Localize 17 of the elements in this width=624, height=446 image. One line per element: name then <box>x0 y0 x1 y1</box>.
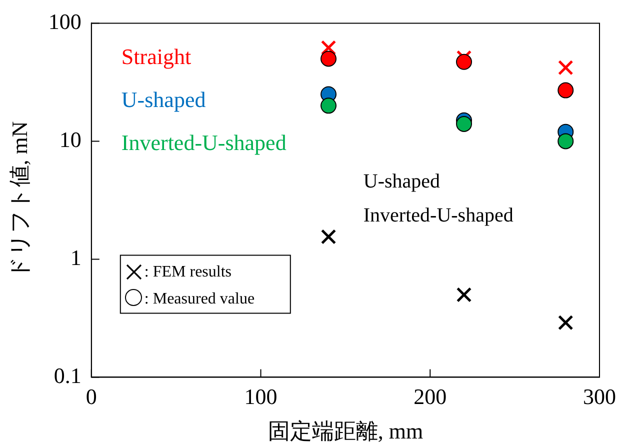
annotation: U-shaped <box>363 170 440 192</box>
y-tick-label: 100 <box>48 8 82 34</box>
text: U-shaped <box>121 86 206 112</box>
annotation: : FEM results <box>144 263 232 280</box>
x-tick-label: 100 <box>244 384 278 410</box>
y-tick-label: 10 <box>59 126 82 152</box>
text: Straight <box>121 44 192 69</box>
x-tick-label: 300 <box>583 384 616 410</box>
y-axis-title: ドリフト値, mN <box>6 121 32 280</box>
y-tick-label: 1 <box>70 244 82 270</box>
annotation: : Measured value <box>144 290 255 308</box>
annotation: Inverted-U-shaped <box>363 204 514 226</box>
x-axis-title: 固定端距離, mm <box>268 418 424 444</box>
x-tick-label: 200 <box>414 384 447 410</box>
y-tick-label: 0.1 <box>54 362 82 388</box>
x-tick-label: 0 <box>86 384 97 410</box>
series-label: Inverted-U-shaped <box>121 130 286 155</box>
